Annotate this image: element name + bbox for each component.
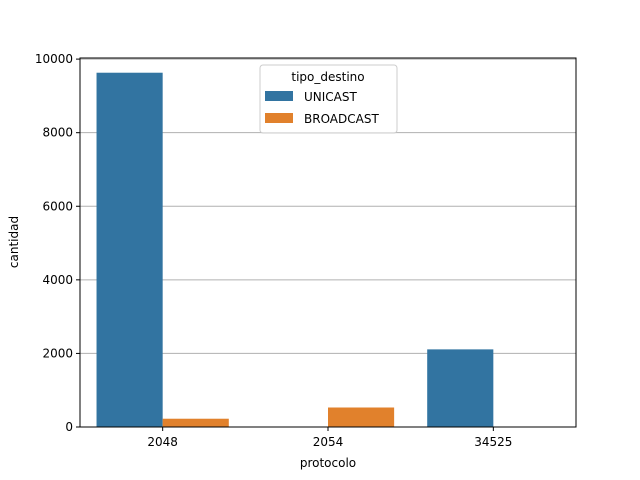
y-axis-label: cantidad: [7, 216, 21, 268]
bar-broadcast-2048: [162, 418, 229, 427]
bar-unicast-2048: [96, 72, 163, 427]
legend-box: [259, 64, 398, 134]
y-axis-ticks: 0 2000 4000 6000 8000 10000: [35, 52, 80, 434]
legend-swatch-broadcast: [265, 113, 293, 123]
legend: tipo_destino UNICAST BROADCAST: [259, 64, 398, 134]
y-tick-label: 2000: [42, 346, 73, 360]
bars: [96, 72, 494, 427]
legend-label-broadcast: BROADCAST: [304, 112, 379, 126]
legend-label-unicast: UNICAST: [304, 90, 358, 104]
bar-unicast-34525: [427, 349, 494, 427]
y-tick-label: 8000: [42, 126, 73, 140]
x-tick-label: 2054: [313, 435, 344, 449]
legend-swatch-unicast: [265, 91, 293, 101]
x-axis-label: protocolo: [300, 456, 356, 470]
x-tick-label: 34525: [474, 435, 512, 449]
y-tick-label: 4000: [42, 273, 73, 287]
x-axis-ticks: 2048 2054 34525: [147, 427, 512, 449]
x-tick-label: 2048: [147, 435, 178, 449]
y-tick-label: 10000: [35, 52, 73, 66]
legend-title: tipo_destino: [291, 70, 364, 84]
y-tick-label: 0: [65, 420, 73, 434]
bar-broadcast-2054: [328, 407, 395, 427]
y-tick-label: 6000: [42, 199, 73, 213]
